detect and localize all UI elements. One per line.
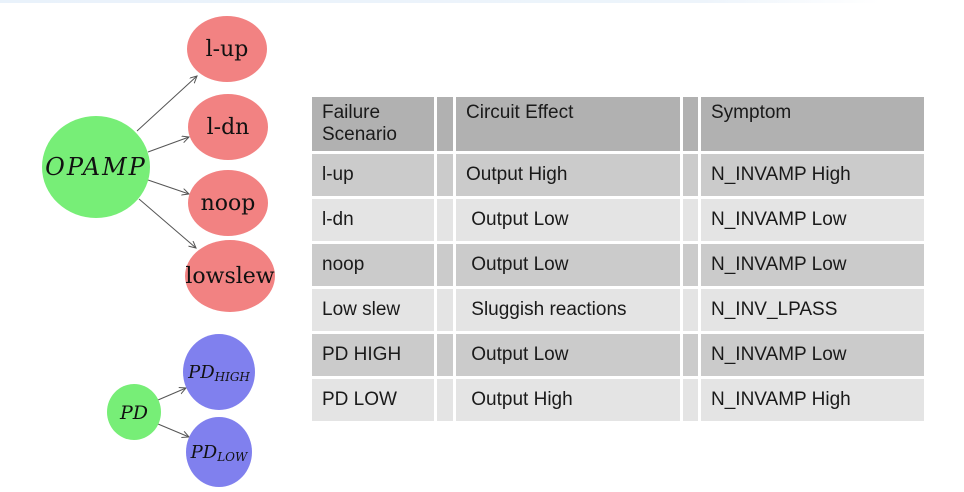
node-lowslew[interactable]: [185, 240, 275, 312]
table-spacer-cell: [437, 289, 453, 331]
header-failure-scenario: Failure Scenario: [312, 97, 434, 151]
cell-scenario: PD LOW: [312, 379, 434, 421]
cell-symptom: N_INVAMP Low: [701, 244, 924, 286]
node-ldn-label: l-dn: [207, 115, 250, 140]
node-noop-label: noop: [201, 191, 256, 216]
cell-effect: Output High: [456, 379, 680, 421]
table-spacer-cell: [437, 97, 453, 151]
header-circuit-effect: Circuit Effect: [456, 97, 680, 151]
table-spacer-cell: [683, 244, 698, 286]
edge-pd-to-pdlow: [157, 423, 189, 437]
fault-symptom-table: Failure Scenario Circuit Effect Symptom …: [312, 97, 924, 421]
node-lowslew-label: lowslew: [185, 264, 274, 289]
cell-scenario: l-dn: [312, 199, 434, 241]
table-spacer-cell: [437, 199, 453, 241]
cell-effect: Output Low: [456, 199, 680, 241]
table-spacer-cell: [437, 244, 453, 286]
cell-effect: Output Low: [456, 334, 680, 376]
opamp-fault-tree-diagram: OPAMP l-up l-dn noop lowslew: [42, 16, 275, 312]
window-top-edge: [0, 0, 880, 3]
node-pdhigh[interactable]: [183, 334, 255, 410]
node-noop[interactable]: [188, 170, 268, 236]
node-pdhigh-label: PDHIGH: [187, 362, 250, 384]
pd-fault-tree-diagram: PD PDHIGH PDLOW: [107, 334, 255, 487]
node-ldn[interactable]: [188, 94, 268, 160]
node-pdlow-label: PDLOW: [190, 442, 249, 464]
table-spacer-cell: [683, 379, 698, 421]
edge-pd-to-pdhigh: [157, 388, 186, 401]
edge-opamp-to-lup: [136, 76, 197, 132]
cell-symptom: N_INVAMP Low: [701, 199, 924, 241]
node-opamp-label: OPAMP: [45, 153, 147, 181]
node-pd[interactable]: [107, 384, 161, 440]
header-symptom: Symptom: [701, 97, 924, 151]
cell-effect: Sluggish reactions: [456, 289, 680, 331]
cell-symptom: N_INVAMP Low: [701, 334, 924, 376]
node-lup-label: l-up: [206, 37, 249, 62]
edge-opamp-to-lowslew: [138, 198, 196, 248]
cell-effect: Output Low: [456, 244, 680, 286]
cell-scenario: l-up: [312, 154, 434, 196]
table-spacer-cell: [683, 199, 698, 241]
table-spacer-cell: [683, 154, 698, 196]
table-spacer-cell: [437, 334, 453, 376]
cell-scenario: PD HIGH: [312, 334, 434, 376]
node-opamp[interactable]: [42, 116, 150, 218]
cell-symptom: N_INVAMP High: [701, 379, 924, 421]
table-spacer-cell: [683, 334, 698, 376]
node-pdlow[interactable]: [186, 417, 252, 487]
edge-opamp-to-ldn: [147, 137, 189, 153]
cell-effect: Output High: [456, 154, 680, 196]
cell-scenario: noop: [312, 244, 434, 286]
cell-scenario: Low slew: [312, 289, 434, 331]
table-spacer-cell: [683, 97, 698, 151]
table-spacer-cell: [683, 289, 698, 331]
table-spacer-cell: [437, 154, 453, 196]
cell-symptom: N_INV_LPASS: [701, 289, 924, 331]
edge-opamp-to-noop: [147, 179, 189, 194]
cell-symptom: N_INVAMP High: [701, 154, 924, 196]
table-spacer-cell: [437, 379, 453, 421]
node-pd-label: PD: [119, 402, 148, 424]
node-lup[interactable]: [187, 16, 267, 82]
